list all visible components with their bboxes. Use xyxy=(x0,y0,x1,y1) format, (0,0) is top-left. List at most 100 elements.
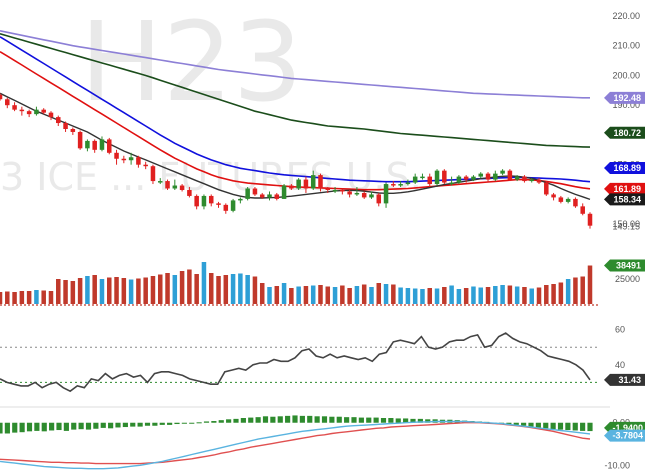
price-tick-label: 200.00 xyxy=(612,70,640,80)
candle-body xyxy=(565,198,571,202)
candle-body xyxy=(296,179,301,189)
volume-bar xyxy=(427,288,433,304)
volume-bar xyxy=(522,287,527,304)
candle-body xyxy=(383,184,389,204)
price-tick-label: 220.00 xyxy=(612,11,640,21)
macd-histogram-bar xyxy=(203,421,210,423)
volume-bar xyxy=(580,276,585,304)
macd-histogram-bar xyxy=(395,418,401,423)
rsi-badge xyxy=(604,373,645,386)
macd-histogram-bar xyxy=(71,422,77,430)
volume-bar xyxy=(587,265,593,304)
volume-bar xyxy=(493,286,498,304)
candle-body xyxy=(267,194,272,198)
series-line-sma_darkgreen xyxy=(0,33,591,148)
candle-body xyxy=(252,188,258,195)
macd-histogram-bar xyxy=(535,422,541,428)
volume-bar xyxy=(529,288,534,304)
macd-histogram-bar xyxy=(12,422,18,433)
candle-body xyxy=(230,200,236,211)
candle-body xyxy=(587,213,593,226)
volume-bar xyxy=(245,275,250,304)
volume-bar xyxy=(536,287,542,304)
macd-histogram-bar xyxy=(572,422,578,431)
candle-body xyxy=(514,176,520,180)
rsi-line xyxy=(0,332,591,393)
candle-body xyxy=(281,185,287,199)
candle-body xyxy=(107,139,112,153)
volume-bar xyxy=(289,288,294,304)
volume-badge xyxy=(604,259,645,272)
volume-bar xyxy=(26,291,32,304)
macd-histogram-bar xyxy=(233,418,239,423)
macd-histogram-bar xyxy=(351,417,357,423)
macd-histogram-bar xyxy=(580,422,586,431)
volume-bar xyxy=(500,285,505,304)
candle-body xyxy=(332,189,338,192)
volume-bar xyxy=(325,286,331,304)
macd-histogram-bar xyxy=(167,422,173,425)
macd-histogram-bar xyxy=(403,418,409,423)
candle-body xyxy=(179,185,185,190)
macd-histogram-bar xyxy=(358,417,364,423)
macd-histogram-bar xyxy=(262,416,269,423)
volume-bar xyxy=(369,287,374,304)
price-tick-label: 150.00 xyxy=(612,219,640,229)
candle-body xyxy=(92,140,97,150)
macd-histogram-bar xyxy=(528,422,534,427)
macd-histogram-bar xyxy=(85,422,92,430)
macd-histogram-bar xyxy=(115,422,121,428)
volume-bar xyxy=(514,286,520,304)
price-badge-sma_black xyxy=(604,193,645,206)
volume-bar xyxy=(361,284,367,304)
macd-histogram-bar xyxy=(26,422,33,432)
macd-histogram-bar xyxy=(321,416,328,423)
volume-bar xyxy=(463,288,469,304)
candle-body xyxy=(376,194,382,204)
macd-histogram-bar xyxy=(255,417,261,423)
candle-body xyxy=(420,176,425,179)
candle-body xyxy=(303,179,309,189)
candle-body xyxy=(85,140,90,149)
candle-body xyxy=(216,203,221,205)
candle-body xyxy=(361,192,367,198)
candle-body xyxy=(310,175,316,189)
volume-bar xyxy=(303,286,309,304)
watermark-description: 3 ICE ... FUTURES U.S. xyxy=(0,155,422,199)
candle-body xyxy=(150,166,156,182)
price-badge-text-sma_darkgreen: 180.72 xyxy=(613,128,641,138)
macd-histogram-bar xyxy=(108,422,114,429)
macd-histogram-bar xyxy=(19,422,25,433)
watermark: H23 3 ICE ... FUTURES U.S. xyxy=(0,0,422,199)
volume-bar xyxy=(478,287,483,304)
price-badge-sma_purple xyxy=(604,91,645,104)
volume-bar xyxy=(136,278,141,304)
macd-histogram-bar xyxy=(181,422,187,424)
candle-body xyxy=(391,184,396,186)
macd-histogram-bar xyxy=(380,418,387,423)
volume-bar xyxy=(114,277,119,304)
macd-histogram-bar xyxy=(130,422,136,427)
price-badge-sma_blue xyxy=(604,162,645,175)
volume-bar xyxy=(565,279,571,304)
volume-bar xyxy=(259,283,265,304)
macd-histogram-bar xyxy=(543,422,549,429)
series-line-sma_purple xyxy=(0,30,590,99)
candle-body xyxy=(157,181,163,183)
candle-body xyxy=(56,117,61,124)
volume-bar xyxy=(383,284,389,304)
volume-bar xyxy=(92,275,97,304)
volume-bar xyxy=(201,262,207,304)
volume-bar xyxy=(573,277,578,304)
candle-body xyxy=(19,109,25,112)
macd-histogram-bar xyxy=(211,421,217,423)
price-pane xyxy=(0,30,593,229)
volume-bar xyxy=(194,274,199,304)
macd-histogram-bar xyxy=(49,422,55,431)
macd-histogram-bar xyxy=(366,417,372,423)
candle-body xyxy=(449,182,454,185)
volume-pane xyxy=(0,262,593,304)
macd-histogram-bar xyxy=(144,422,151,426)
candle-body xyxy=(536,179,542,183)
candle-body xyxy=(558,197,564,202)
